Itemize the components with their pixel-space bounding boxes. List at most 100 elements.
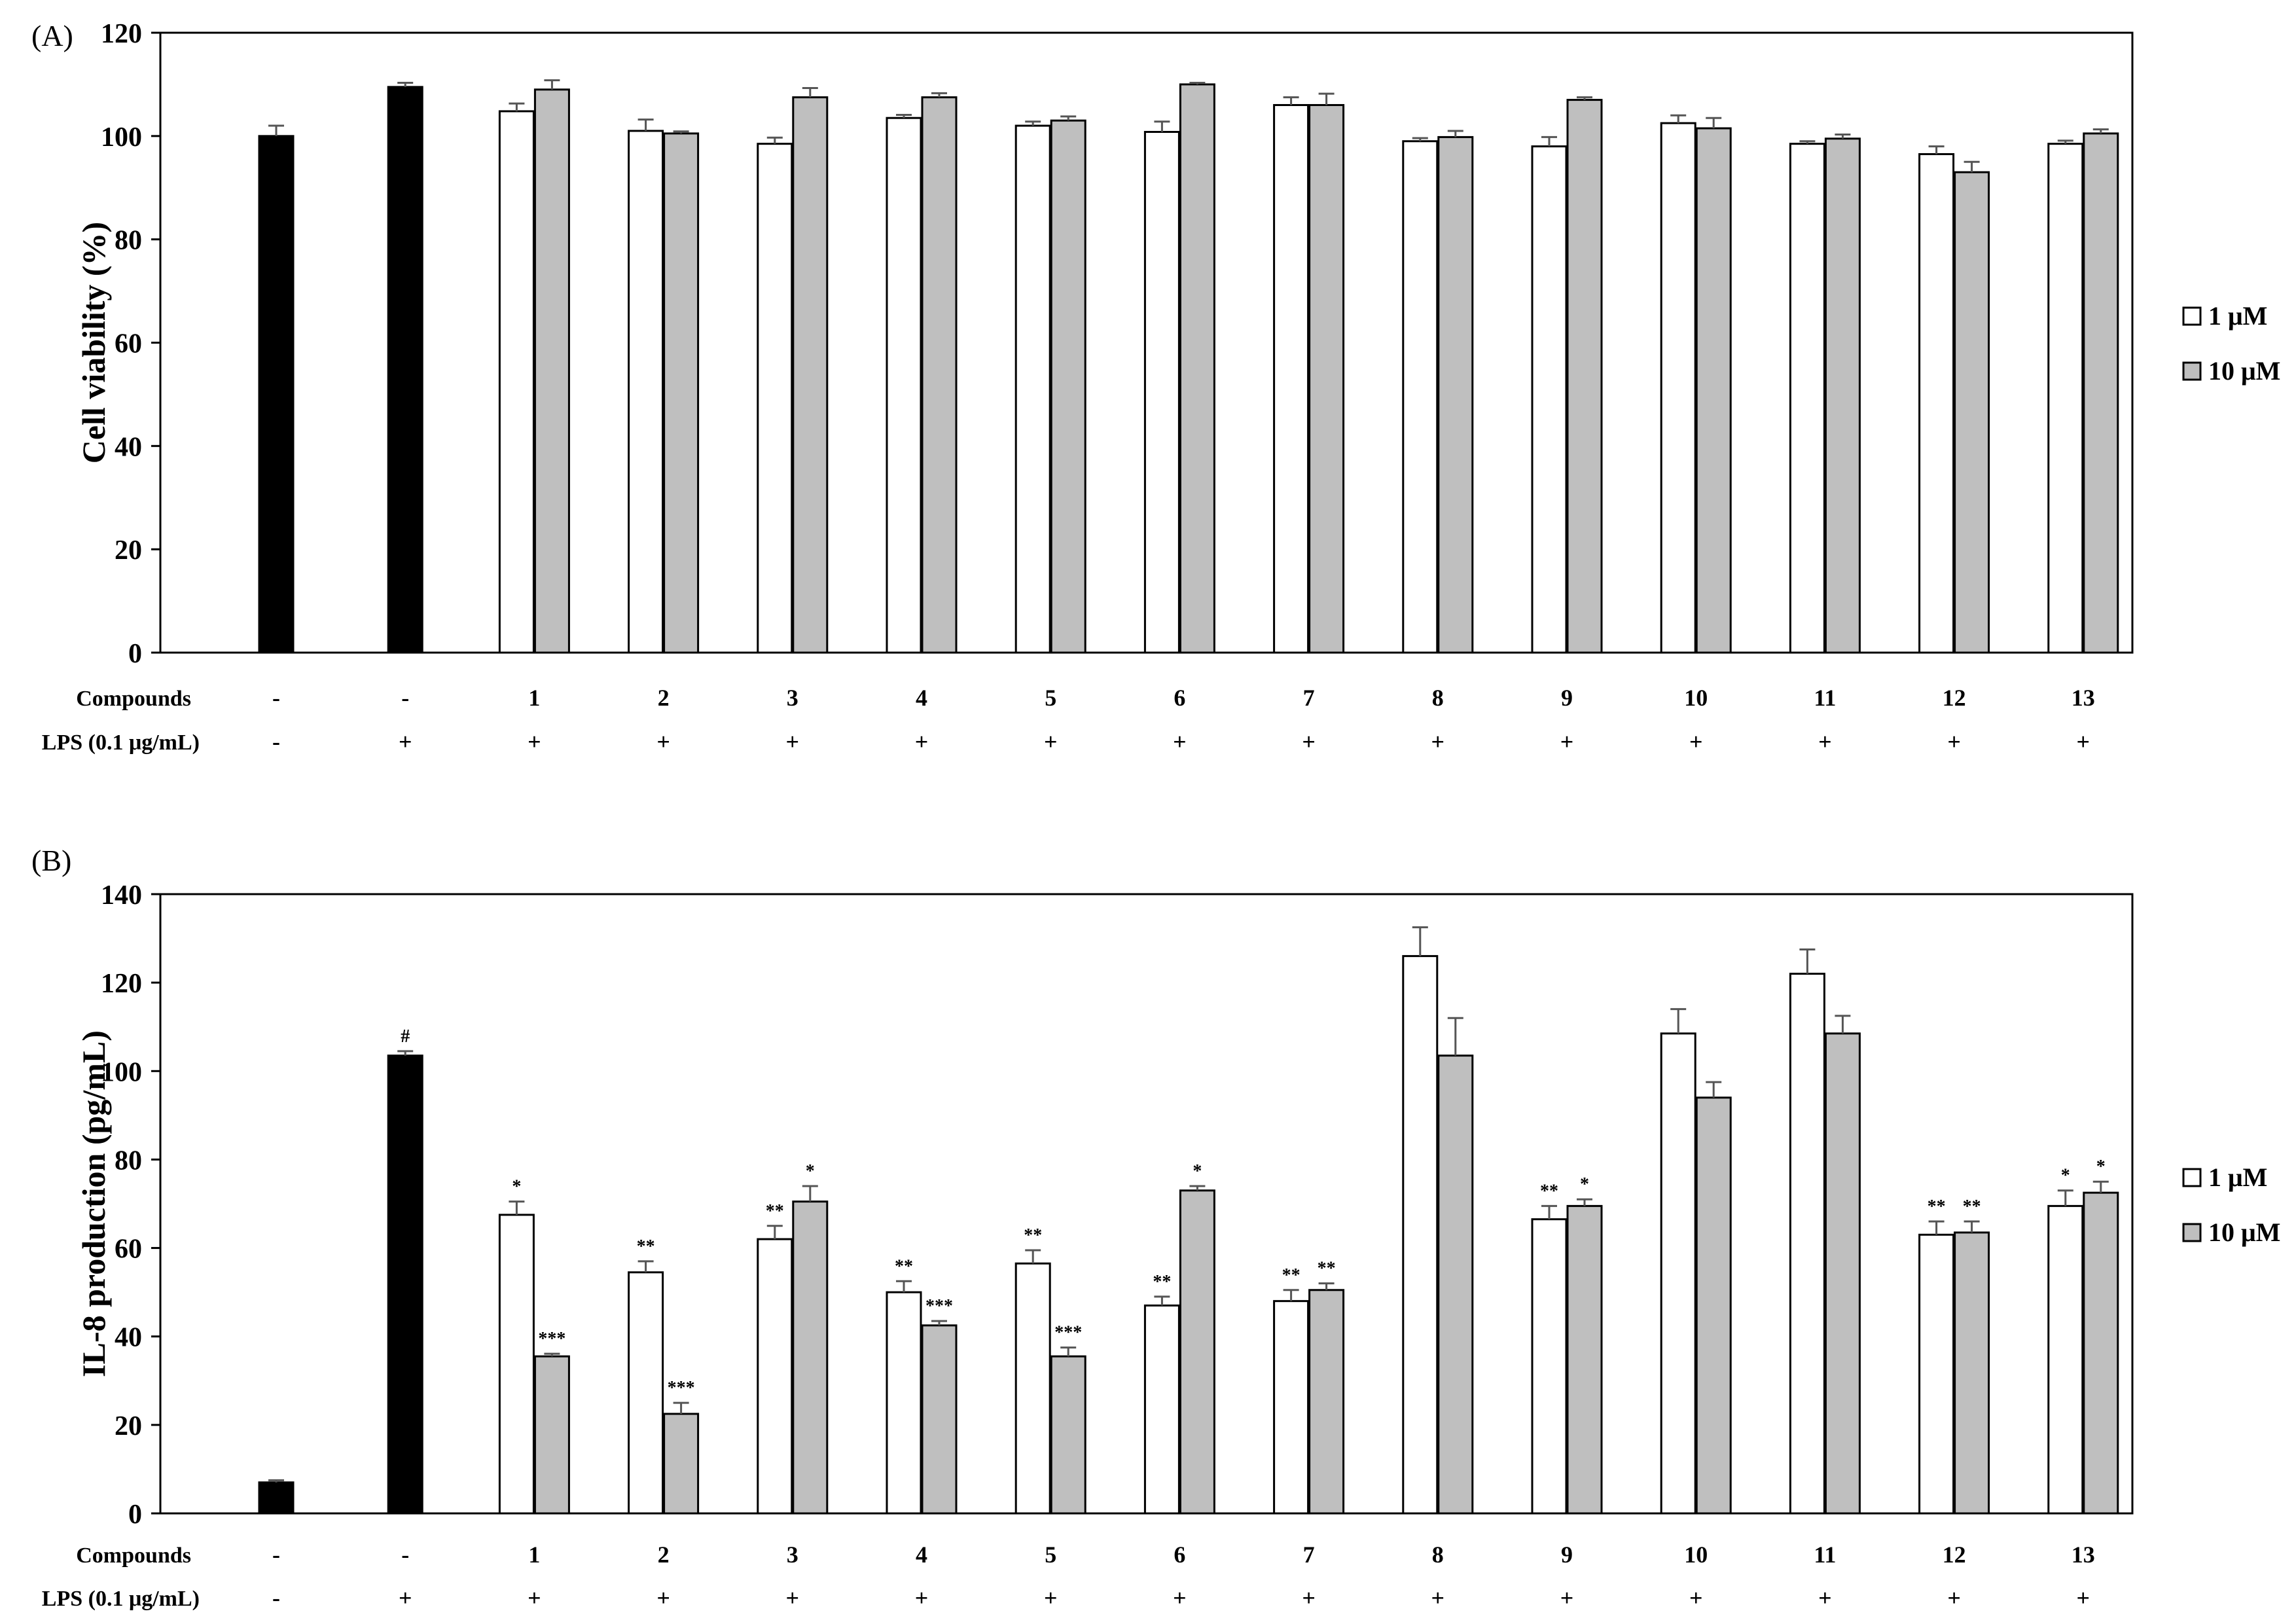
compound-label: 13 <box>2072 1542 2095 1568</box>
lps-label: + <box>1689 1585 1703 1611</box>
lps-label: + <box>656 1585 670 1611</box>
compound-label: 9 <box>1561 1542 1573 1568</box>
bar-1uM <box>1273 103 1310 654</box>
y-tick-label: 120 <box>101 19 142 49</box>
bar-10uM <box>1437 1055 1474 1515</box>
control-bar <box>387 86 423 654</box>
legend-swatch-10uM <box>2182 1223 2202 1242</box>
y-tick-label: 100 <box>101 1057 142 1087</box>
bar-10uM <box>533 88 570 654</box>
lps-label: + <box>1302 729 1316 755</box>
lps-label: + <box>1173 729 1187 755</box>
significance-label: ** <box>895 1256 913 1276</box>
significance-label: * <box>2096 1157 2106 1177</box>
lps-label: + <box>1173 1585 1187 1611</box>
compound-label: 11 <box>1814 685 1836 711</box>
lps-label: + <box>1431 729 1445 755</box>
legend-swatch-10uM <box>2182 361 2202 381</box>
y-tick-label: 0 <box>128 639 142 669</box>
bar-10uM <box>1954 171 1990 654</box>
significance-label: ** <box>1318 1259 1336 1279</box>
bar-1uM <box>886 1291 922 1515</box>
lps-label: + <box>786 729 800 755</box>
bar-10uM <box>1179 83 1215 654</box>
bar-10uM <box>921 96 958 654</box>
bar-1uM <box>1014 1262 1051 1515</box>
compound-label: 11 <box>1814 1542 1836 1568</box>
y-tick-label: 0 <box>128 1500 142 1530</box>
significance-label: ** <box>1540 1181 1558 1201</box>
bar-10uM <box>792 1200 829 1515</box>
lps-label: + <box>1947 1585 1961 1611</box>
bar-10uM <box>1695 1096 1732 1515</box>
legend-swatch-1uM <box>2182 306 2202 326</box>
significance-label: * <box>1580 1174 1589 1195</box>
significance-label: # <box>401 1026 410 1047</box>
bar-10uM <box>2083 132 2119 654</box>
bar-1uM <box>757 1238 793 1515</box>
bar-1uM <box>628 130 664 654</box>
significance-label: ** <box>1963 1197 1981 1217</box>
lps-label: + <box>1689 729 1703 755</box>
compound-label: 2 <box>658 1542 670 1568</box>
bar-10uM <box>663 1413 700 1515</box>
significance-label: * <box>1193 1161 1202 1182</box>
compound-label: 7 <box>1303 685 1315 711</box>
bar-10uM <box>1050 1355 1086 1515</box>
bar-1uM <box>2047 143 2084 654</box>
bar-10uM <box>1824 1032 1861 1515</box>
legend-label-1uM: 1 μM <box>2208 1163 2267 1192</box>
lps-label: + <box>399 729 412 755</box>
significance-label: * <box>806 1161 815 1182</box>
lps-label: + <box>528 729 541 755</box>
compound-label: 12 <box>1943 685 1966 711</box>
compound-label: 7 <box>1303 1542 1315 1568</box>
row-label-compounds: Compounds <box>76 1543 191 1568</box>
compound-label: - <box>272 685 280 711</box>
y-axis-title: IL-8 production (pg/mL) <box>75 1030 112 1377</box>
lps-label: - <box>272 1585 280 1611</box>
plot-frame <box>159 31 2134 654</box>
bar-10uM <box>792 96 829 654</box>
bar-10uM <box>1437 135 1474 654</box>
compound-label: - <box>401 685 409 711</box>
y-tick-label: 120 <box>101 969 142 999</box>
row-label-lps: LPS (0.1 μg/mL) <box>42 731 200 755</box>
significance-label: * <box>512 1177 521 1197</box>
compound-label: 3 <box>787 1542 798 1568</box>
compound-label: 6 <box>1174 685 1185 711</box>
legend-label-10uM: 10 μM <box>2208 1218 2280 1247</box>
chart-panel-b: (B)IL-8 production (pg/mL)02040608010012… <box>31 844 2280 1611</box>
compound-label: 10 <box>1684 1542 1708 1568</box>
bar-1uM <box>1531 1218 1568 1515</box>
bar-1uM <box>757 143 793 654</box>
bar-1uM <box>1402 955 1439 1515</box>
compound-label: 8 <box>1432 1542 1444 1568</box>
compound-label: 13 <box>2072 685 2095 711</box>
lps-label: + <box>1044 1585 1058 1611</box>
bar-1uM <box>1660 1032 1696 1515</box>
bar-1uM <box>498 1214 535 1515</box>
lps-label: + <box>786 1585 800 1611</box>
bar-1uM <box>2047 1204 2084 1515</box>
bar-10uM <box>921 1324 958 1515</box>
bar-10uM <box>1308 1289 1345 1515</box>
lps-label: + <box>399 1585 412 1611</box>
lps-label: + <box>528 1585 541 1611</box>
bar-1uM <box>886 117 922 654</box>
lps-label: - <box>272 729 280 755</box>
significance-label: ** <box>1153 1272 1171 1292</box>
compound-label: 10 <box>1684 685 1708 711</box>
control-bar <box>258 1481 295 1515</box>
bar-1uM <box>1660 122 1696 654</box>
significance-label: *** <box>925 1296 953 1316</box>
significance-label: *** <box>668 1378 695 1398</box>
row-label-lps: LPS (0.1 μg/mL) <box>42 1587 200 1611</box>
bar-1uM <box>1789 143 1825 654</box>
y-tick-label: 80 <box>115 226 142 256</box>
control-bar <box>258 135 295 654</box>
compound-label: - <box>272 1542 280 1568</box>
control-bar <box>387 1055 423 1515</box>
bar-1uM <box>1789 973 1825 1515</box>
bar-10uM <box>533 1355 570 1515</box>
